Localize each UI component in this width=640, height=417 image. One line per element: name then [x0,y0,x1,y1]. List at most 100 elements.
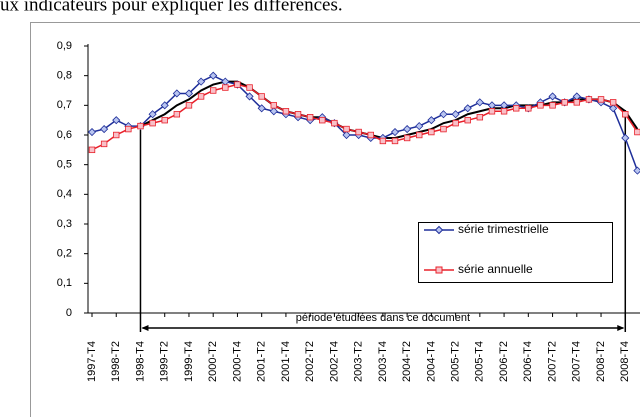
point [390,127,400,137]
point [439,110,448,119]
point [415,122,424,131]
point [609,99,617,106]
point [88,146,96,154]
x-tick-label: 2005-T2 [450,341,462,382]
point [282,108,290,115]
x-tick-label: 2003-T2 [353,341,365,382]
point [634,128,640,136]
legend-label: série trimestrielle [458,222,549,236]
x-tick-label: 2000-T4 [231,341,243,382]
point [246,84,253,91]
point [269,107,278,116]
point [185,102,193,109]
point [416,131,423,139]
point [561,99,568,106]
point [463,104,472,113]
series-line [91,83,639,151]
point [257,104,266,113]
point [355,128,362,136]
point [451,110,460,119]
x-tick-label: 2002-T2 [304,341,316,382]
point [342,130,351,140]
point [488,108,496,115]
x-tick-label: 1999-T4 [183,341,195,382]
y-tick-label: 0,7 [57,99,72,111]
point [464,116,471,124]
point [270,102,277,109]
x-tick-label: 1998-T2 [110,341,122,382]
point [403,125,412,134]
x-tick-label: 2008-T4 [619,341,631,382]
point [100,140,108,148]
point [621,133,630,143]
point [549,102,556,109]
point [537,102,544,109]
point [222,84,229,91]
point [391,137,399,145]
point [87,127,97,137]
point [245,92,254,101]
point [622,111,629,118]
legend-marker [435,266,443,274]
point [184,89,194,98]
x-tick-label: 2001-T2 [256,341,268,382]
point [197,77,206,86]
chart-frame [30,22,640,417]
series-line [91,74,639,171]
point [234,81,241,88]
point [137,122,144,130]
x-tick-label: 1998-T4 [134,341,146,382]
legend-label: série annuelle [458,262,533,276]
y-tick-label: 0,5 [57,159,72,171]
point [500,108,508,115]
point [197,93,205,100]
period-label: période étudiées dans ce document [296,312,470,324]
point [161,116,168,124]
point [548,92,557,101]
x-tick-label: 2007-T2 [546,341,558,382]
point [597,96,605,103]
x-tick-label: 1999-T2 [159,341,171,382]
point [609,104,618,113]
arrow-head [141,325,149,331]
x-tick-label: 2006-T4 [522,341,534,382]
x-tick-label: 2003-T4 [377,341,389,382]
point [113,131,120,139]
x-tick-label: 1997-T4 [86,341,98,382]
point [452,119,459,127]
y-tick-label: 0 [66,307,72,319]
point [306,114,314,121]
point [160,101,169,110]
point [100,125,109,134]
point [573,99,580,106]
x-tick-label: 2004-T4 [425,341,437,382]
point [172,89,181,98]
y-tick-label: 0,6 [57,129,72,141]
y-tick-label: 0,1 [57,277,72,289]
point [319,116,326,124]
point [112,116,121,125]
legend-marker [434,225,444,235]
point [513,105,520,112]
x-tick-label: 2005-T4 [474,341,486,382]
point [367,131,374,139]
legend-box [418,222,613,283]
point [125,125,132,133]
point [258,93,265,100]
x-tick-label: 2002-T4 [328,341,340,382]
y-tick-label: 0,3 [57,218,72,230]
point [525,105,532,112]
point [148,110,157,119]
point [379,137,387,145]
point [149,119,156,127]
y-tick-label: 0,8 [57,70,72,82]
point [475,98,484,107]
y-tick-label: 0,9 [57,40,72,52]
point [428,128,435,136]
point [294,111,302,118]
point [476,114,484,121]
point [585,96,593,103]
x-tick-label: 2007-T4 [571,341,583,382]
x-tick-label: 2006-T2 [498,341,510,382]
point [173,111,181,118]
